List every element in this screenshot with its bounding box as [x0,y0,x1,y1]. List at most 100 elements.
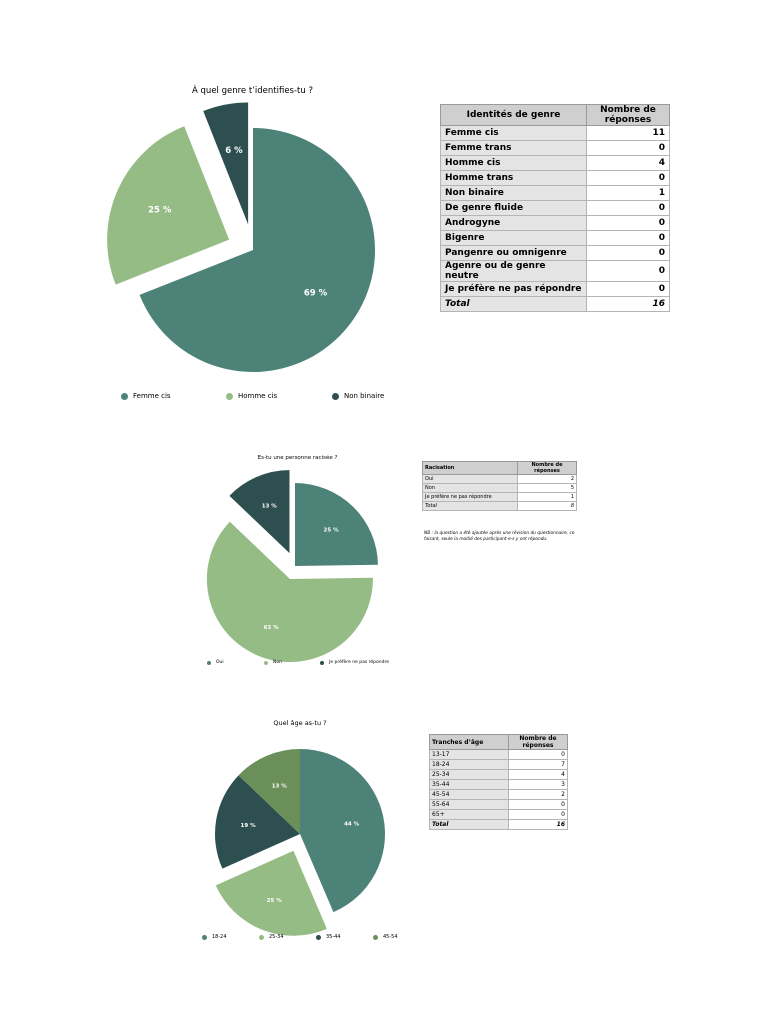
legend-swatch [202,934,207,940]
table-cell-value: 0 [586,170,670,186]
table-row: 25-34 4 [429,769,568,780]
table-cell-value: 11 [586,125,670,141]
table-age: Tranches d’âge Nombre de réponses 13-17 0… [429,734,568,830]
pie-slice-45-54 [238,749,300,834]
pie-data-label: 6 % [225,146,243,156]
pie-data-label: 44 % [344,821,360,827]
pie-slice-je-pr-f-re-ne-pas-r-pondre [229,470,290,554]
table-cell-label: Agenre ou de genre neutre [440,260,587,282]
table-cell-value: 0 [508,749,568,760]
table-cell-label: 25-34 [429,769,509,780]
legend-label: Non binaire [344,392,385,400]
table-cell-value: 4 [586,155,670,171]
legend-item: Non [264,660,282,666]
table-row: 55-64 0 [429,799,568,810]
pie-data-label: 69 % [304,288,328,298]
pie-slice-femme-cis [139,128,375,372]
table-row: Bigenre 0 [440,230,670,246]
legend-item: Femme cis [121,392,171,400]
table-total-row: Total 8 [422,501,577,511]
chart-title-age: Quel âge as-tu ? [273,719,327,727]
table-row: 65+ 0 [429,809,568,820]
table-cell-label: Je préfère ne pas répondre [440,281,587,297]
legend-swatch [373,934,378,940]
table-cell-label: Total [429,819,509,830]
table-cell-value: 0 [586,215,670,231]
table-note: NB : la question a été ajoutée après une… [424,531,575,542]
table-racisation: Racisation Nombre de réponses Oui 2 Non 5 Je… [422,461,577,511]
table-cell-value: 8 [517,501,577,511]
table-row: Homme cis 4 [440,155,670,171]
table-cell-label: 65+ [429,809,509,820]
table-row: 45-54 2 [429,789,568,800]
table-row: 35-44 3 [429,779,568,790]
table-row: Androgyne 0 [440,215,670,231]
table-cell-value: 16 [508,819,568,830]
legend-item: 25-34 [259,934,284,941]
table-row: Femme cis 11 [440,125,670,141]
pie-slice-35-44 [214,775,300,869]
pie-data-label: 25 % [148,206,172,216]
legend-item: Homme cis [226,392,277,400]
legend-swatch [121,392,128,400]
table-row: 18-24 7 [429,759,568,770]
legend-swatch [264,660,268,665]
table-row: 13-17 0 [429,749,568,760]
table-row: Je préfère ne pas répondre 0 [440,281,670,297]
table-cell-label: Androgyne [440,215,587,231]
legend-swatch [259,934,264,940]
pie-data-label: 13 % [262,504,278,510]
table-cell-value: 0 [508,809,568,820]
pie-slice-18-24 [300,749,386,913]
table-row: De genre fluide 0 [440,200,670,216]
legend-label: 35-44 [326,934,341,940]
legend-label: 18-24 [212,934,227,940]
table-genre: Identités de genre Nombre de réponses Fe… [440,104,670,312]
legend-label: Je préfère ne pas répondre [329,660,390,665]
legend-label: Femme cis [133,392,171,400]
table-cell-value: 7 [508,759,568,770]
pie-slice-oui [295,483,378,566]
legend-label: 45-54 [383,934,398,940]
legend-swatch [332,392,339,400]
chart-title-genre: À quel genre t’identifies-tu ? [192,86,313,96]
table-cell-label: Total [440,296,587,312]
table-cell-value: 2 [508,789,568,800]
legend-item: 45-54 [373,934,398,941]
legend-item: Oui [207,660,224,666]
table-cell-value: 0 [586,200,670,216]
legend-swatch [207,660,211,665]
pie-slice-non-binaire [203,102,249,225]
column-header: Nombre de réponses [586,104,670,126]
pie-data-label: 13 % [272,783,288,789]
table-cell-value: 0 [586,245,670,261]
table-cell-label: 18-24 [429,759,509,770]
pie-data-label: 25 % [267,898,283,904]
pie-slice-non [206,521,373,663]
table-cell-value: 4 [508,769,568,780]
column-header: Nombre de réponses [508,734,568,750]
column-header: Tranches d’âge [429,734,509,750]
table-row: Agenre ou de genre neutre 0 [440,260,670,282]
legend-swatch [320,660,324,665]
table-cell-value: 0 [508,799,568,810]
table-cell-label: 13-17 [429,749,509,760]
table-cell-label: 45-54 [429,789,509,800]
table-cell-label: De genre fluide [440,200,587,216]
legend-swatch [226,392,233,400]
pie-data-label: 25 % [324,527,340,533]
table-cell-value: 0 [586,281,670,297]
table-cell-value: 0 [586,140,670,156]
legend-label: Non [273,660,282,665]
legend-item: 35-44 [316,934,341,941]
legend-item: Non binaire [332,392,384,400]
pie-slice-25-34 [215,850,327,936]
table-cell-value: 3 [508,779,568,790]
legend-label: 25-34 [269,934,284,940]
legend-item: 18-24 [202,934,227,941]
table-cell-label: 55-64 [429,799,509,810]
pie-slice-homme-cis [107,126,230,285]
